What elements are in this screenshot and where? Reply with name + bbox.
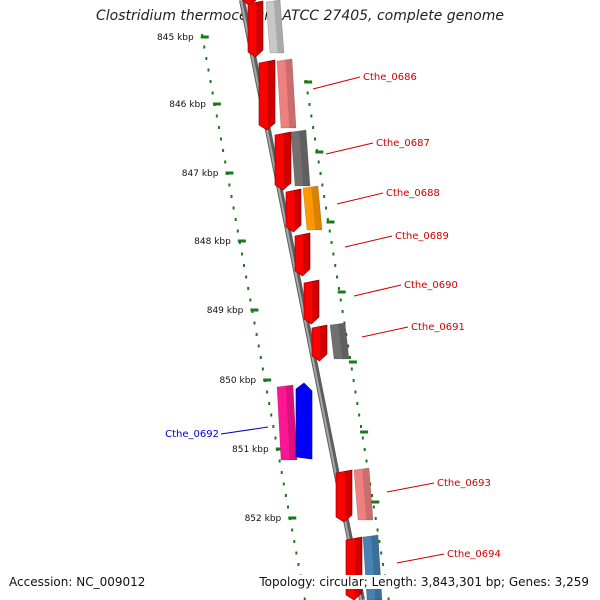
orange-feature-box-shade — [311, 186, 322, 230]
forward-gene-arrow — [303, 279, 320, 325]
magenta-gene-box-shade — [285, 385, 297, 460]
forward-gene-arrow — [335, 469, 353, 523]
forward-gene-arrow-shade — [256, 1, 263, 54]
gene-label[interactable]: Cthe_0690 — [404, 280, 458, 291]
gene-label-leader — [312, 76, 361, 90]
pink-feature-box-shade — [285, 59, 296, 128]
scale-tick-label: 849 kbp — [207, 306, 244, 316]
forward-gene-arrow-shade — [250, 0, 256, 3]
orange-feature-box — [302, 185, 323, 231]
gene-label[interactable]: Cthe_0694 — [447, 549, 501, 560]
scale-layer: 845 kbp 846 kbp 847 kbp 848 kbp 849 kbp 850 k… — [157, 33, 390, 600]
scale-tick-label: 851 kbp — [232, 445, 269, 455]
scale-tick-label: 845 kbp — [157, 33, 194, 43]
gene-label-leader — [396, 553, 445, 564]
scale-tick-label: 848 kbp — [194, 237, 231, 247]
gene-label[interactable]: Cthe_0691 — [411, 322, 465, 333]
gene-label-leader — [344, 235, 393, 248]
gene-label[interactable]: Cthe_0687 — [376, 138, 430, 149]
gene-label[interactable]: Cthe_0693 — [437, 478, 491, 489]
grey-feature-box — [265, 0, 285, 54]
topology-summary: Topology: circular; Length: 3,843,301 bp… — [257, 575, 589, 589]
reverse-gene-arrow — [295, 382, 313, 460]
grey-feature-box — [290, 129, 311, 187]
scale-tick-label: 850 kbp — [219, 376, 256, 386]
gene-label-leader — [220, 426, 269, 435]
gene-label-leader — [325, 142, 374, 155]
forward-gene-arrow — [274, 131, 292, 191]
forward-gene-arrow-shade — [344, 470, 352, 519]
map-title: Clostridium thermocellum ATCC 27405, com… — [96, 8, 504, 24]
forward-gene-arrow-shade — [320, 325, 327, 358]
pink-feature-box — [276, 58, 297, 129]
magenta-gene-box — [276, 384, 298, 461]
forward-gene-arrow — [247, 0, 264, 58]
feature-layer — [242, 0, 383, 600]
scale-tick-label: 847 kbp — [182, 169, 219, 179]
pink-feature-box — [353, 467, 374, 521]
scale-tick-label: 852 kbp — [245, 514, 282, 524]
grey-feature-box-shade — [273, 0, 284, 53]
gene-label[interactable]: Cthe_0686 — [363, 72, 417, 83]
grey-feature-box-shade — [338, 323, 349, 359]
forward-gene-arrow — [242, 0, 257, 7]
gene-label-leader — [353, 284, 402, 297]
label-layer: Cthe_0686 Cthe_0687 Cthe_0688 Cthe_0689 Cthe… — [165, 72, 501, 564]
forward-gene-arrow — [258, 59, 276, 131]
gene-label[interactable]: Cthe_0692 — [165, 429, 219, 440]
grey-feature-box — [329, 322, 350, 360]
forward-gene-arrow-shade — [267, 60, 275, 127]
gene-label-leader — [336, 192, 384, 205]
forward-gene-arrow-shade — [283, 132, 291, 187]
gene-label-leader — [361, 326, 409, 338]
forward-gene-arrow-shade — [294, 189, 301, 229]
gene-label-leader — [386, 482, 435, 493]
pink-feature-box-shade — [362, 468, 373, 520]
gene-label[interactable]: Cthe_0688 — [386, 188, 440, 199]
accession-text: Accession: NC_009012 — [9, 575, 146, 589]
forward-gene-arrow-shade — [303, 233, 310, 273]
gene-label[interactable]: Cthe_0689 — [395, 231, 449, 242]
forward-gene-arrow-shade — [312, 280, 319, 321]
forward-gene-arrow — [311, 324, 328, 362]
grey-feature-box-shade — [299, 130, 310, 186]
scale-tick-label: 846 kbp — [169, 100, 206, 110]
forward-gene-arrow — [285, 188, 302, 233]
forward-gene-arrow — [294, 232, 311, 277]
